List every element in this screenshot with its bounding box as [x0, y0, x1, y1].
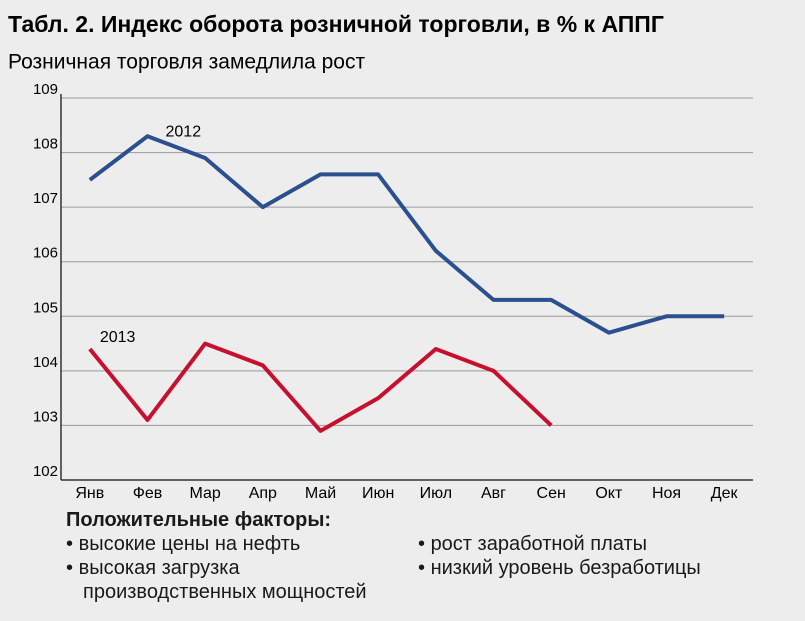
factor-item: высокая загрузка производственных мощнос…: [66, 556, 406, 604]
x-tick-label: Дек: [711, 485, 739, 502]
factors-right: рост заработной платынизкий уровень безр…: [418, 532, 758, 580]
series-line: [88, 341, 553, 433]
x-tick-label: Сен: [537, 485, 566, 502]
x-tick-label: Ноя: [652, 485, 681, 502]
x-tick-label: Май: [305, 485, 336, 502]
y-tick-label: 109: [33, 81, 58, 98]
factor-item: низкий уровень безработицы: [418, 556, 758, 580]
x-tick-label: Янв: [75, 485, 104, 502]
y-tick-label: 106: [33, 245, 58, 262]
x-tick-label: Фев: [133, 485, 163, 502]
chart-subtitle: Розничная торговля замедлила рост: [8, 51, 365, 74]
factors-title: Положительные факторы:: [66, 509, 332, 531]
chart-title: Табл. 2. Индекс оборота розничной торгов…: [8, 11, 664, 37]
x-tick-label: Авг: [481, 485, 506, 502]
series-label: 2013: [100, 329, 136, 346]
x-tick-label: Окт: [595, 485, 623, 502]
series-label: 2012: [166, 123, 202, 140]
y-tick-label: 105: [33, 299, 58, 316]
y-tick-label: 104: [33, 354, 58, 371]
y-tick-label: 107: [33, 190, 58, 207]
y-tick-label: 108: [33, 136, 58, 153]
x-tick-label: Мар: [190, 485, 221, 502]
y-tick-label: 102: [33, 463, 58, 480]
x-tick-label: Апр: [249, 485, 277, 502]
factor-item: рост заработной платы: [418, 532, 758, 556]
series-line: [88, 134, 725, 335]
x-tick-label: Июл: [420, 485, 452, 502]
factors: Положительные факторы: высокие цены на н…: [66, 508, 701, 603]
x-tick-label: Июн: [362, 485, 394, 502]
factors-left: высокие цены на нефтьвысокая загрузка пр…: [66, 532, 406, 604]
chart: Табл. 2. Индекс оборота розничной торгов…: [8, 11, 753, 502]
y-tick-label: 103: [33, 408, 58, 425]
factor-item: высокие цены на нефть: [66, 532, 406, 556]
